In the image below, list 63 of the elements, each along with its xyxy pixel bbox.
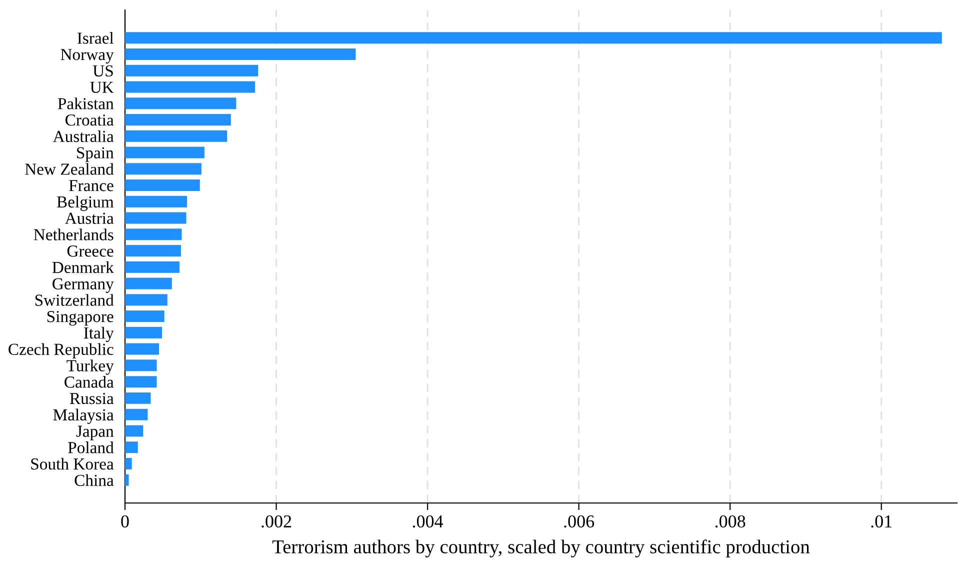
bar (125, 458, 132, 470)
bar (125, 294, 168, 306)
x-axis-title: Terrorism authors by country, scaled by country scientific production (272, 540, 810, 558)
y-tick-label: France (69, 180, 114, 192)
y-tick-label: Spain (77, 147, 114, 162)
y-tick-label: Netherlands (34, 228, 114, 240)
bar (125, 48, 356, 60)
bar (125, 278, 172, 290)
bar (125, 392, 151, 404)
bar (125, 81, 256, 93)
y-tick-label: Czech Republic (8, 343, 114, 358)
bar (125, 146, 204, 158)
y-tick-label: Malaysia (53, 408, 114, 424)
y-tick-label: Greece (67, 246, 114, 257)
bar (125, 474, 129, 486)
bar (125, 196, 188, 208)
bar (125, 343, 160, 355)
bar (125, 360, 157, 372)
bar (125, 228, 182, 240)
bar (125, 310, 164, 322)
y-tick-label: Pakistan (58, 98, 114, 110)
y-tick-label: Australia (52, 130, 114, 142)
y-tick-label: Israel (77, 32, 114, 44)
bar (125, 212, 186, 224)
bar (125, 408, 148, 420)
y-tick-label: Singapore (47, 311, 114, 326)
x-tick-label: .008 (715, 515, 746, 528)
bar (125, 32, 942, 44)
y-tick-label: UK (90, 82, 114, 93)
x-tick-label: .01 (871, 515, 892, 528)
y-tick-label: Austria (64, 212, 114, 224)
bar (125, 130, 228, 142)
bar (125, 180, 200, 191)
bar (125, 376, 157, 388)
x-tick-label: .004 (412, 515, 444, 528)
y-tick-label: Croatia (66, 114, 114, 126)
y-tick-label: Germany (52, 278, 114, 293)
y-tick-label: US (92, 65, 113, 77)
bar (125, 326, 162, 338)
bar (125, 245, 181, 256)
bar (125, 442, 138, 454)
bar (125, 114, 231, 126)
y-tick-label: China (74, 474, 114, 486)
x-tick-label: .006 (564, 515, 594, 528)
y-tick-label: Japan (76, 426, 114, 440)
y-tick-label: Denmark (52, 261, 114, 274)
bar (125, 98, 236, 110)
bar (125, 163, 202, 175)
y-tick-label: Italy (84, 326, 114, 342)
y-tick-label: South Korea (31, 458, 114, 470)
bar (125, 261, 180, 273)
x-tick-label: .002 (262, 515, 292, 528)
y-tick-label: Switzerland (35, 294, 114, 306)
y-tick-label: Poland (68, 442, 114, 454)
bar (125, 425, 144, 437)
y-tick-label: Russia (70, 392, 114, 404)
y-tick-label: Belgium (56, 196, 114, 212)
y-tick-label: New Zealand (25, 163, 114, 175)
y-tick-label: Norway (60, 49, 114, 64)
y-tick-label: Turkey (66, 360, 114, 375)
x-tick-label: 0 (121, 515, 129, 528)
bar (125, 64, 258, 76)
y-tick-label: Canada (64, 376, 114, 388)
